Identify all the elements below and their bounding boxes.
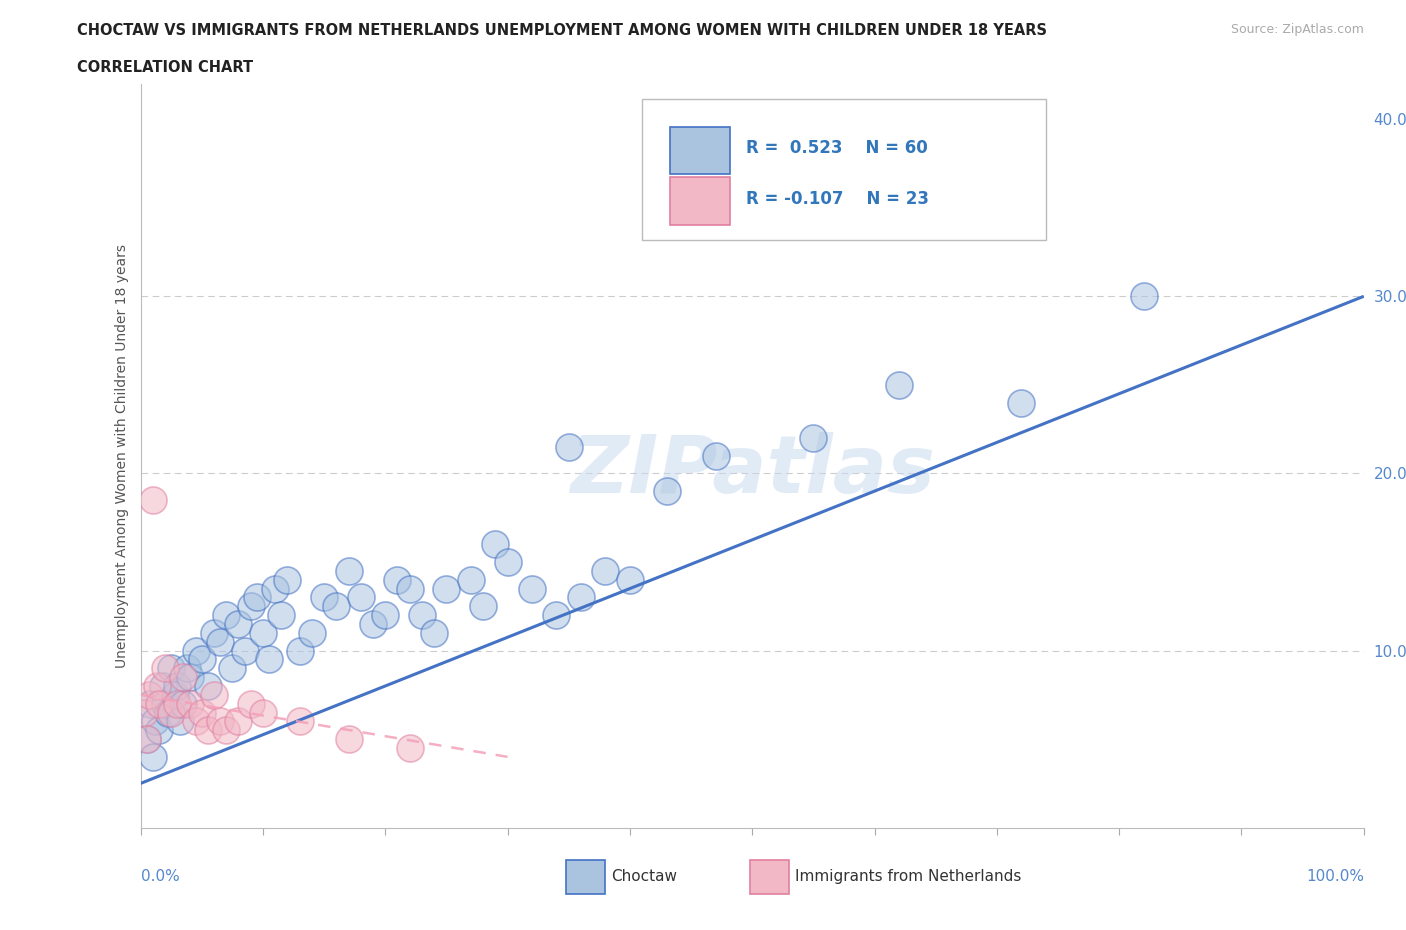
Text: ZIPatlas: ZIPatlas <box>569 432 935 510</box>
Point <box>179 697 201 711</box>
Y-axis label: Unemployment Among Women with Children Under 18 years: Unemployment Among Women with Children U… <box>115 244 129 668</box>
Point <box>557 439 581 454</box>
Point <box>252 625 274 640</box>
Point <box>337 732 360 747</box>
FancyBboxPatch shape <box>643 99 1046 240</box>
Point <box>288 714 311 729</box>
Text: 100.0%: 100.0% <box>1306 869 1364 883</box>
Point <box>215 723 238 737</box>
Point <box>595 564 617 578</box>
Point <box>257 652 280 667</box>
Point <box>288 644 311 658</box>
Point <box>1132 289 1154 304</box>
Point <box>301 625 323 640</box>
Text: 0.0%: 0.0% <box>141 869 180 883</box>
Point <box>460 572 482 587</box>
Point <box>163 687 186 702</box>
Point <box>215 607 238 622</box>
Point <box>374 607 396 622</box>
Point <box>143 714 166 729</box>
Point <box>184 714 207 729</box>
Point <box>191 705 214 720</box>
Point <box>239 599 262 614</box>
Point <box>191 652 214 667</box>
Text: CORRELATION CHART: CORRELATION CHART <box>77 60 253 75</box>
FancyBboxPatch shape <box>671 126 730 174</box>
Point <box>197 723 219 737</box>
Point <box>246 590 269 604</box>
Point <box>312 590 335 604</box>
Point <box>270 607 292 622</box>
Point <box>520 581 543 596</box>
Point <box>156 705 179 720</box>
FancyBboxPatch shape <box>567 859 606 894</box>
Point <box>546 607 568 622</box>
Point <box>209 634 232 649</box>
Point <box>166 697 188 711</box>
Point <box>264 581 287 596</box>
Point <box>139 697 162 711</box>
Text: Source: ZipAtlas.com: Source: ZipAtlas.com <box>1230 23 1364 36</box>
Point <box>233 644 256 658</box>
Point <box>1010 395 1032 410</box>
Point <box>887 378 910 392</box>
Point <box>655 484 678 498</box>
Point <box>160 705 183 720</box>
Point <box>135 732 157 747</box>
Point <box>803 431 825 445</box>
Point <box>252 705 274 720</box>
Point <box>496 554 519 569</box>
Text: Choctaw: Choctaw <box>612 869 678 883</box>
Point <box>172 670 194 684</box>
Point <box>169 714 191 729</box>
Point <box>337 564 360 578</box>
Point <box>184 644 207 658</box>
Point <box>202 687 225 702</box>
FancyBboxPatch shape <box>671 177 730 225</box>
Point <box>276 572 298 587</box>
Point <box>411 607 433 622</box>
Point <box>423 625 446 640</box>
Point <box>134 705 156 720</box>
Point <box>569 590 592 604</box>
Point <box>325 599 347 614</box>
Point <box>619 572 641 587</box>
Point <box>202 625 225 640</box>
Point <box>138 687 160 702</box>
Point <box>142 493 165 508</box>
Point <box>228 714 250 729</box>
Point <box>436 581 458 596</box>
Point <box>704 448 727 463</box>
Point <box>166 679 188 694</box>
Point <box>398 740 420 755</box>
Point <box>228 617 250 631</box>
Point <box>398 581 420 596</box>
Point <box>179 670 201 684</box>
Point <box>148 697 170 711</box>
Point <box>361 617 384 631</box>
Point <box>148 723 170 737</box>
Point <box>239 697 262 711</box>
Point <box>221 661 243 676</box>
Point <box>484 537 506 551</box>
Point <box>387 572 409 587</box>
Text: CHOCTAW VS IMMIGRANTS FROM NETHERLANDS UNEMPLOYMENT AMONG WOMEN WITH CHILDREN UN: CHOCTAW VS IMMIGRANTS FROM NETHERLANDS U… <box>77 23 1047 38</box>
Text: Immigrants from Netherlands: Immigrants from Netherlands <box>794 869 1021 883</box>
Point <box>350 590 373 604</box>
Point <box>145 679 167 694</box>
Point <box>160 661 183 676</box>
Point <box>152 679 174 694</box>
Point <box>472 599 495 614</box>
Point <box>153 661 176 676</box>
FancyBboxPatch shape <box>749 859 789 894</box>
Text: R =  0.523    N = 60: R = 0.523 N = 60 <box>747 140 928 157</box>
Point <box>135 732 157 747</box>
Point <box>209 714 232 729</box>
Point <box>153 697 176 711</box>
Point <box>142 750 165 764</box>
Point <box>172 697 194 711</box>
Point <box>176 661 198 676</box>
Text: R = -0.107    N = 23: R = -0.107 N = 23 <box>747 190 929 207</box>
Point <box>197 679 219 694</box>
